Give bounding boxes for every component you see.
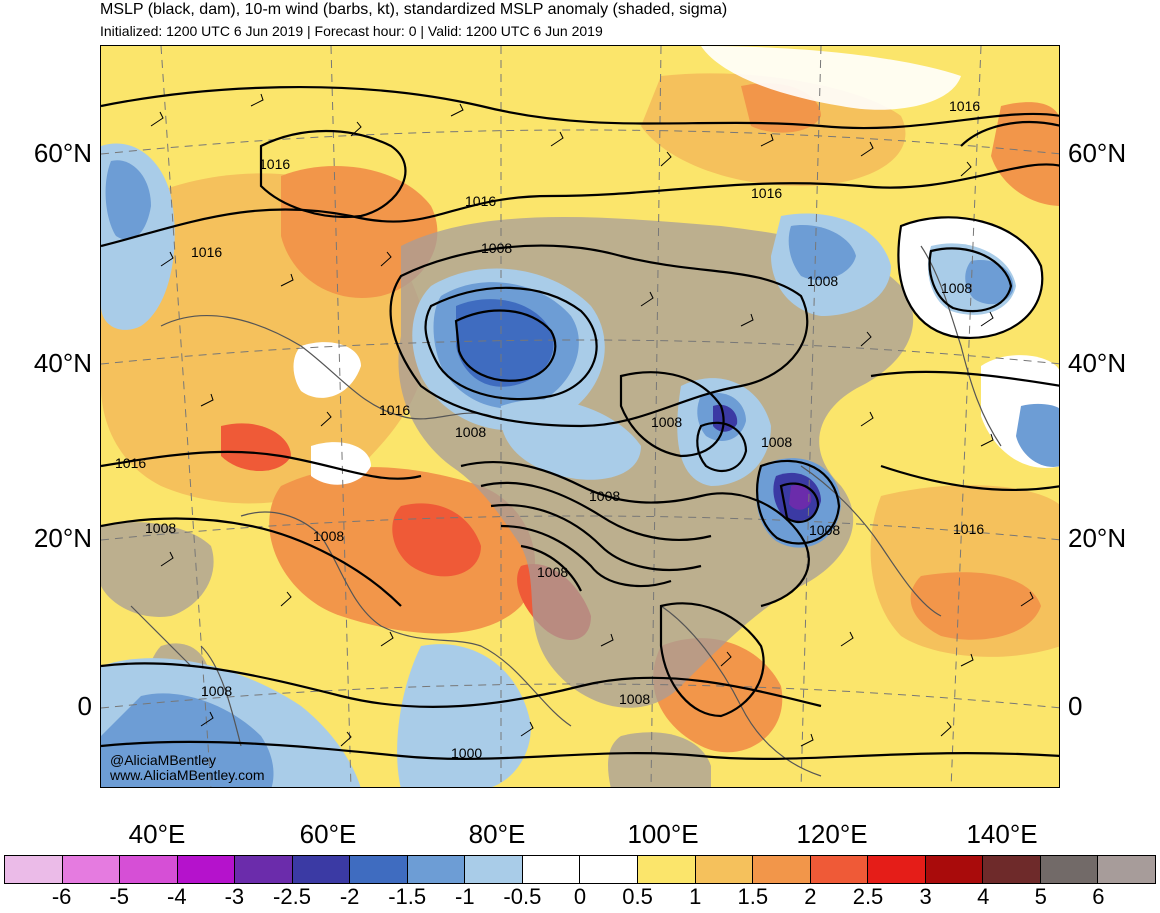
contour-label: 1008	[651, 414, 682, 430]
contour-label: 1016	[259, 156, 290, 172]
colorbar-swatch	[868, 856, 926, 883]
chart-subtitle: Initialized: 1200 UTC 6 Jun 2019 | Forec…	[100, 23, 603, 39]
graticule-lines	[101, 46, 1059, 787]
contour-label: 1016	[949, 98, 980, 114]
colorbar-swatch	[925, 856, 984, 883]
colorbar-label: -6	[51, 884, 72, 909]
contour-label: 1016	[953, 521, 984, 537]
contour-label: 1008	[619, 691, 650, 707]
colorbar-swatch	[753, 856, 811, 883]
colorbar-swatch	[407, 856, 466, 883]
contour-label: 1016	[465, 193, 496, 209]
colorbar-swatch	[235, 856, 293, 883]
colorbar-label: 4	[977, 884, 990, 909]
contour-label: 1008	[145, 520, 176, 536]
colorbar-label: -4	[167, 884, 187, 909]
colorbar	[4, 855, 1156, 884]
colorbar-swatch	[983, 856, 1041, 883]
colorbar-label: -5	[109, 884, 129, 909]
colorbar-label: 0	[573, 884, 587, 909]
colorbar-label: 2	[804, 884, 817, 909]
colorbar-label: -0.5	[503, 884, 542, 909]
colorbar-swatch	[177, 856, 236, 883]
colorbar-label: -1.5	[388, 884, 427, 909]
colorbar-label: 2.5	[852, 884, 884, 909]
lon-label: 140°E	[966, 819, 1038, 849]
lat-label-right: 20°N	[1068, 523, 1127, 553]
contour-label: 1008	[201, 683, 232, 699]
colorbar-label: 1	[689, 884, 702, 909]
lon-label: 80°E	[468, 819, 526, 849]
wind-barbs	[150, 93, 1034, 747]
colorbar-swatch	[465, 856, 523, 883]
mslp-contours	[101, 85, 1059, 760]
contour-label: 1016	[751, 185, 782, 201]
contour-label: 1008	[807, 273, 838, 289]
lat-label-right: 0	[1068, 691, 1083, 721]
contour-label: 1008	[481, 240, 512, 256]
lon-label: 60°E	[299, 819, 357, 849]
colorbar-swatch	[638, 856, 696, 883]
contour-label: 1008	[809, 522, 840, 538]
contour-label: 1008	[589, 488, 620, 504]
map-panel: 1016 1016 1016 1016 1016 1016 1016 1016 …	[100, 45, 1060, 788]
lat-label-right: 40°N	[1068, 348, 1127, 378]
lon-label: 120°E	[796, 819, 868, 849]
lon-label: 40°E	[128, 819, 186, 849]
colorbar-swatch	[695, 856, 754, 883]
contour-label: 1008	[941, 280, 972, 296]
credit-website: www.AliciaMBentley.com	[110, 767, 265, 783]
colorbar-swatch	[580, 856, 639, 883]
colorbar-label: 5	[1034, 884, 1047, 909]
colorbar-label: -1	[455, 884, 475, 909]
contour-label: 1000	[451, 745, 482, 761]
colorbar-swatch	[5, 856, 63, 883]
colorbar-label: 0.5	[622, 884, 653, 909]
colorbar-label: -2	[339, 884, 360, 909]
colorbar-label: -2.5	[273, 884, 311, 909]
contour-label: 1008	[455, 424, 486, 440]
colorbar-swatch	[62, 856, 121, 883]
contour-label: 1016	[191, 244, 222, 260]
colorbar-label: 1.5	[737, 884, 769, 909]
contour-label: 1016	[379, 402, 410, 418]
contour-label: 1008	[761, 434, 792, 450]
lat-label-left: 60°N	[33, 138, 92, 168]
chart-title: MSLP (black, dam), 10-m wind (barbs, kt)…	[100, 1, 728, 18]
lat-label-left: 40°N	[33, 348, 92, 378]
contour-label: 1016	[115, 455, 146, 471]
lon-label: 100°E	[627, 819, 699, 849]
credit-handle: @AliciaMBentley	[110, 752, 217, 768]
colorbar-swatch	[350, 856, 408, 883]
colorbar-swatch	[1040, 856, 1099, 883]
colorbar-swatch	[292, 856, 351, 883]
lat-label-left: 20°N	[33, 523, 92, 553]
colorbar-label: -3	[224, 884, 245, 909]
colorbar-swatch	[1098, 856, 1155, 883]
colorbar-label: 3	[919, 884, 932, 909]
contour-label-group: 1016 1016 1016 1016 1016 1016 1016 1016 …	[115, 98, 984, 761]
anomaly-shading	[101, 46, 1059, 787]
colorbar-swatch	[810, 856, 869, 883]
lat-label-left: 0	[77, 691, 92, 721]
colorbar-swatch	[522, 856, 581, 883]
lat-label-right: 60°N	[1068, 138, 1127, 168]
contour-label: 1008	[313, 528, 344, 544]
contour-label: 1008	[537, 564, 568, 580]
map-canvas: 1016 1016 1016 1016 1016 1016 1016 1016 …	[101, 46, 1059, 787]
colorbar-label: 6	[1092, 884, 1105, 909]
colorbar-swatch	[120, 856, 178, 883]
